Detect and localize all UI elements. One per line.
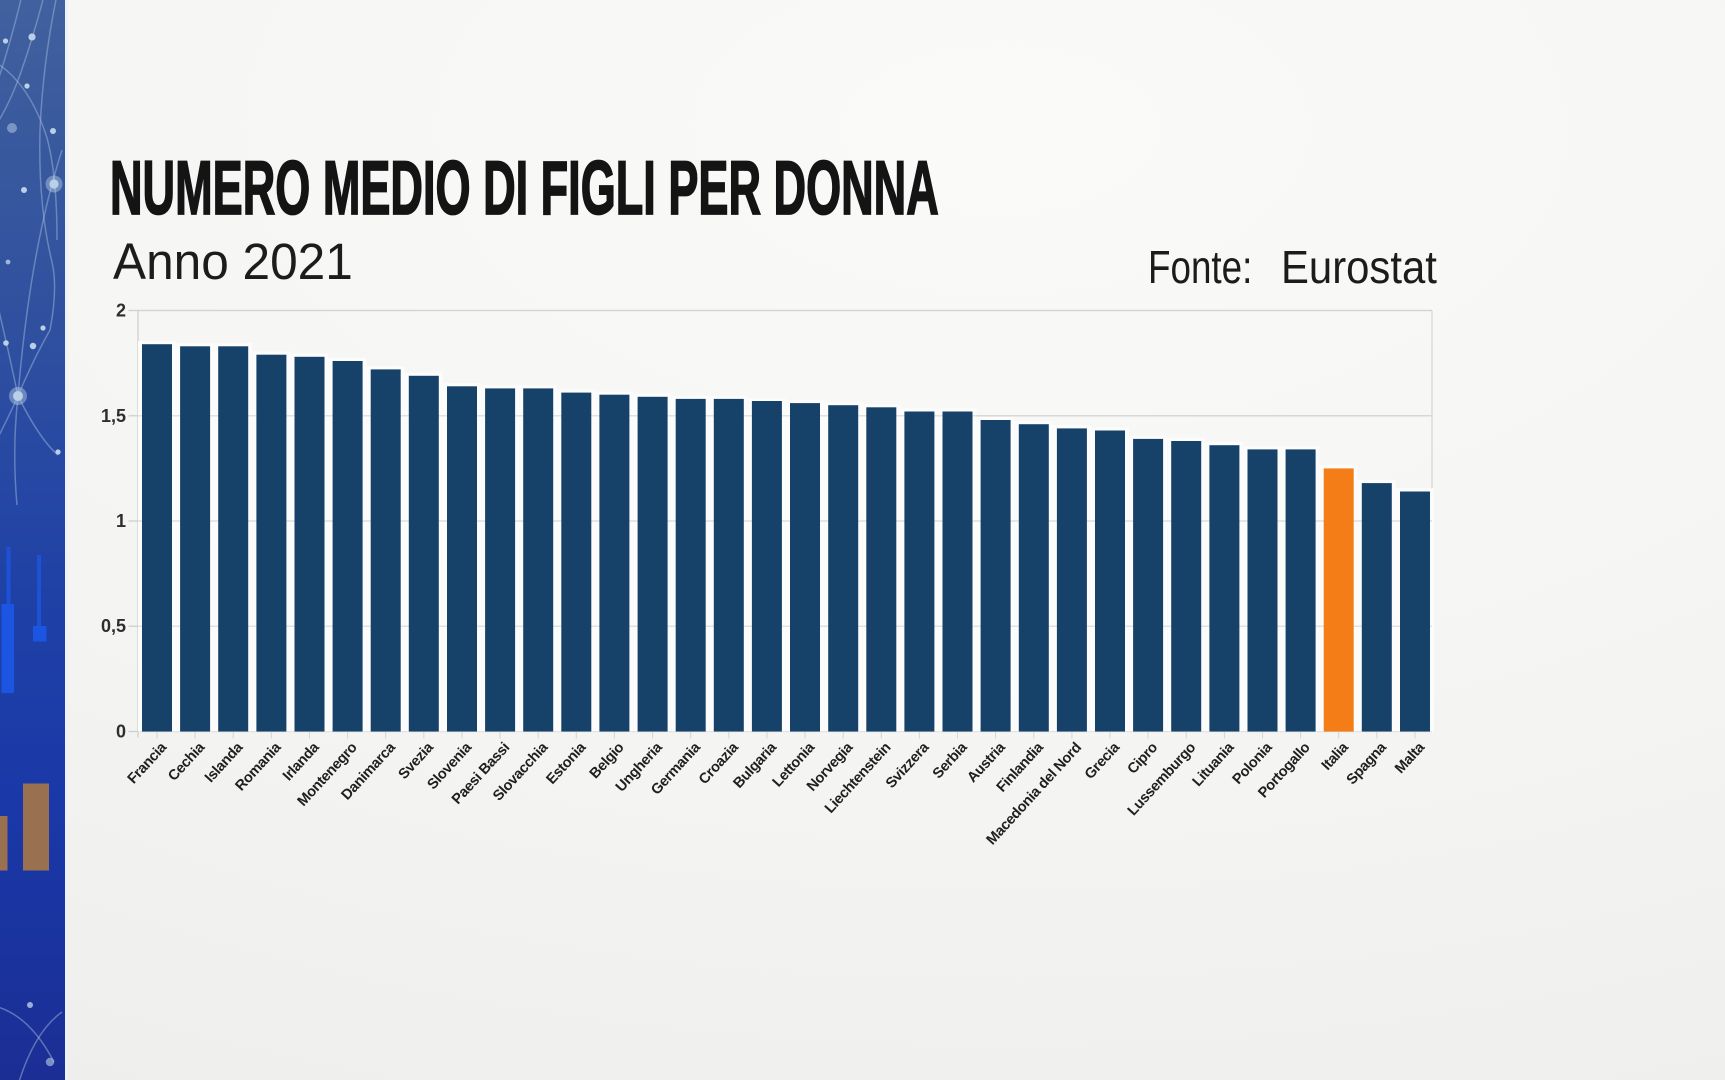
svg-text:Svizzera: Svizzera — [883, 739, 933, 792]
svg-text:0,5: 0,5 — [101, 616, 126, 636]
svg-text:2: 2 — [116, 301, 126, 321]
svg-text:Cechia: Cechia — [165, 739, 209, 784]
svg-text:Grecia: Grecia — [1082, 739, 1124, 783]
svg-text:Italia: Italia — [1319, 739, 1353, 774]
svg-text:Cipro: Cipro — [1125, 740, 1162, 778]
svg-text:1,5: 1,5 — [101, 406, 126, 426]
svg-text:Malta: Malta — [1392, 739, 1429, 777]
svg-text:Spagna: Spagna — [1344, 739, 1391, 788]
svg-text:1: 1 — [116, 511, 126, 531]
svg-text:Lussemburgo: Lussemburgo — [1125, 740, 1200, 819]
svg-text:Estonia: Estonia — [543, 739, 590, 788]
svg-text:Francia: Francia — [125, 739, 171, 787]
svg-text:Lituania: Lituania — [1190, 739, 1239, 790]
svg-text:0: 0 — [116, 722, 126, 742]
